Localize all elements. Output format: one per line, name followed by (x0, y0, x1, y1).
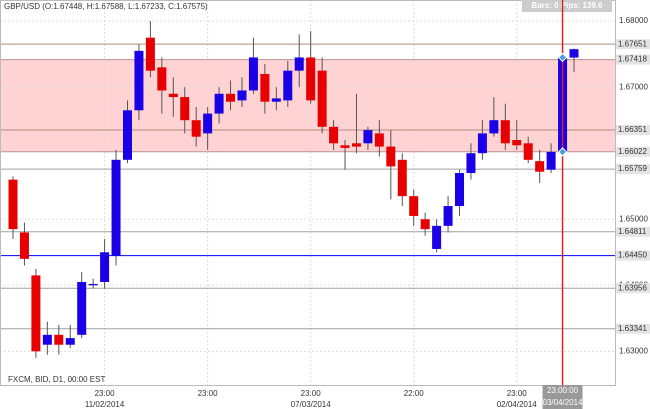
level-label: 1.67418 (618, 55, 647, 64)
level-label: 1.64811 (618, 227, 647, 236)
candle-body (432, 225, 442, 249)
x-date-label: 11/02/2014 (85, 400, 125, 409)
x-tick-label: 22:00 (404, 389, 425, 398)
level-label-bg (616, 164, 650, 175)
level-label: 1.66351 (618, 125, 647, 134)
candle-body (466, 153, 476, 174)
plot-frame (0, 0, 616, 386)
candle-body (306, 57, 316, 101)
x-date-label: 02/04/2014 (497, 400, 538, 409)
candle-body (111, 159, 121, 256)
candle-body (397, 159, 407, 197)
level-label: 1.67651 (618, 39, 647, 48)
candle-body (134, 50, 144, 111)
candle-body (180, 97, 190, 121)
level-label-bg (616, 323, 650, 334)
candle-body (569, 49, 579, 58)
measure-marker (557, 52, 568, 63)
candle-body (157, 67, 167, 91)
status-box (522, 0, 612, 12)
candle-body (420, 219, 430, 230)
candle-body (237, 90, 247, 101)
y-tick-label: 1.63000 (619, 346, 648, 355)
candle-body (203, 113, 213, 134)
candle-body (214, 93, 224, 114)
candle-body (294, 57, 304, 71)
candle-body (363, 130, 373, 144)
level-label-bg (616, 250, 650, 261)
candle-body (386, 146, 396, 167)
candle-body (455, 173, 465, 207)
level-label-bg (616, 226, 650, 237)
level-label: 1.64450 (618, 251, 647, 260)
candle-body (191, 120, 201, 137)
candle-body (340, 145, 350, 148)
candle-body (226, 93, 236, 102)
candle-body (260, 73, 270, 102)
candle-body (546, 151, 556, 170)
x-tick-label: 23:00 (198, 389, 219, 398)
x-tick-label: 23:00 (507, 389, 528, 398)
level-label: 1.65759 (618, 164, 647, 173)
candle-body (145, 37, 155, 71)
candle-body (100, 252, 110, 282)
measure-marker (557, 147, 568, 157)
candle-body (523, 143, 533, 160)
level-label-bg (616, 146, 650, 157)
chart-title: GBP/USD (O:1.67448, H:1.67588, L:1.67233… (4, 2, 208, 11)
candle-body (271, 98, 281, 102)
level-label-bg (616, 125, 650, 136)
x-tick-label: 23:00 (95, 389, 116, 398)
candle-body (19, 232, 29, 259)
candle-body (77, 281, 87, 335)
candle-body (489, 120, 499, 134)
crosshair-label-bg (542, 385, 583, 409)
candle-body (317, 70, 327, 127)
candle-body (42, 334, 52, 345)
x-tick-label: 23:00 (301, 389, 322, 398)
candle-body (409, 196, 419, 216)
candle-body (248, 57, 258, 91)
level-label-bg (616, 283, 650, 294)
x-tick-label: 23:00:00 (547, 386, 579, 395)
candle-body (443, 206, 453, 226)
candle-body (31, 275, 41, 352)
candle-body (535, 161, 545, 172)
level-label: 1.66022 (618, 147, 647, 156)
candle-body (168, 93, 178, 98)
level-label: 1.63341 (618, 324, 647, 333)
candle-body (122, 110, 132, 160)
candle-body (374, 133, 384, 147)
candle-body (477, 133, 487, 154)
level-label-bg (616, 39, 650, 50)
candle-body (8, 179, 18, 230)
y-tick-label: 1.67000 (619, 82, 648, 91)
y-tick-label: 1.68000 (619, 16, 648, 25)
candle-body (512, 140, 522, 146)
x-date-label: 07/03/2014 (291, 400, 332, 409)
candle-body (351, 143, 361, 147)
candle-body (329, 126, 339, 144)
candle-body (54, 334, 64, 345)
candle-body (65, 338, 75, 345)
candle-body (283, 70, 293, 101)
footer: FXCM, BID, D1, 00:00 EST (8, 375, 105, 384)
level-label: 1.63956 (618, 283, 647, 292)
x-date-label: 03/04/2014 (543, 398, 584, 407)
y-tick-label: 1.65000 (619, 214, 648, 223)
candle-body (500, 120, 510, 144)
candle-body (88, 283, 98, 286)
level-label-bg (616, 54, 650, 65)
status: Bars: 0 Pips: 139.6 (531, 1, 603, 10)
